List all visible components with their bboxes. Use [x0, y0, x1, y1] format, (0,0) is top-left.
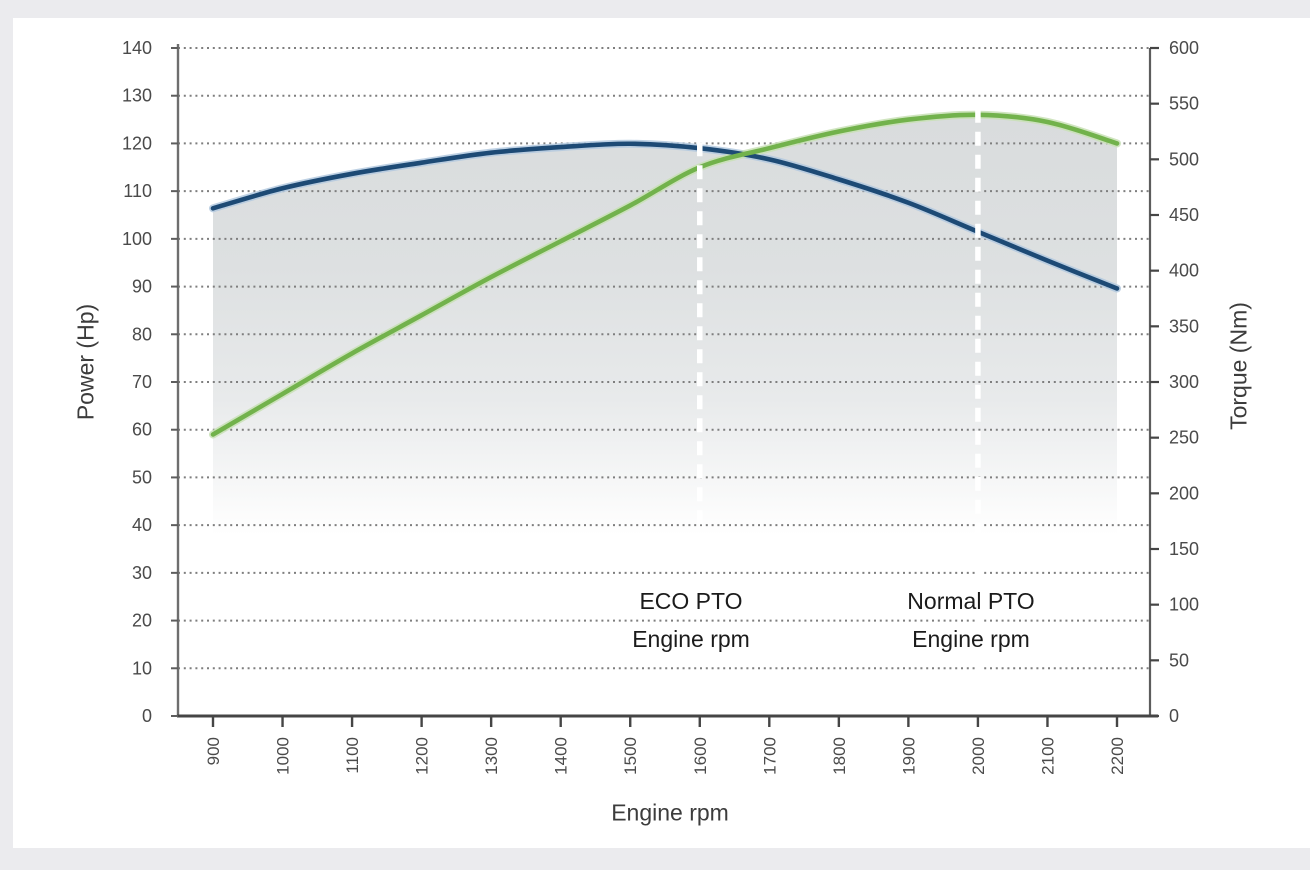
left-axis-tick-label: 10	[132, 658, 152, 678]
left-axis-tick-label: 40	[132, 515, 152, 535]
left-axis-tick-label: 0	[142, 706, 152, 726]
left-axis-tick-label: 50	[132, 467, 152, 487]
left-axis-tick-label: 100	[122, 229, 152, 249]
left-axis-tick-label: 130	[122, 86, 152, 106]
right-axis-tick-label: 250	[1169, 428, 1199, 448]
right-axis-tick-label: 500	[1169, 149, 1199, 169]
right-axis-tick-label: 400	[1169, 261, 1199, 281]
x-axis-tick-label: 1300	[482, 737, 501, 775]
normal-pto-annotation-line2: Engine rpm	[912, 626, 1030, 652]
left-axis-tick-label: 90	[132, 277, 152, 297]
x-axis-tick-label: 1600	[691, 737, 710, 775]
left-axis-tick-label: 70	[132, 372, 152, 392]
right-axis-tick-label: 100	[1169, 595, 1199, 615]
left-axis-tick-label: 80	[132, 324, 152, 344]
right-axis-title: Torque (Nm)	[1225, 302, 1252, 430]
x-axis-tick-label: 2100	[1038, 737, 1057, 775]
x-axis-tick-label: 1900	[899, 737, 918, 775]
x-axis-tick-label: 1500	[621, 737, 640, 775]
x-axis-tick-label: 1700	[760, 737, 779, 775]
normal-pto-annotation: Normal PTO Engine rpm	[907, 582, 1034, 658]
x-axis-tick-label: 2200	[1108, 737, 1127, 775]
eco-pto-annotation: ECO PTO Engine rpm	[632, 582, 750, 658]
right-axis-tick-label: 150	[1169, 539, 1199, 559]
right-axis-tick-label: 550	[1169, 94, 1199, 114]
x-axis-tick-label: 1200	[413, 737, 432, 775]
x-axis-tick-label: 1800	[830, 737, 849, 775]
eco-pto-annotation-line1: ECO PTO	[639, 588, 743, 614]
normal-pto-annotation-line1: Normal PTO	[907, 588, 1035, 614]
right-axis-tick-label: 50	[1169, 650, 1189, 670]
x-axis-tick-label: 1000	[274, 737, 293, 775]
left-axis-tick-label: 140	[122, 38, 152, 58]
right-axis-tick-label: 600	[1169, 38, 1199, 58]
series-line-power	[210, 112, 1120, 437]
right-axis-tick-label: 350	[1169, 316, 1199, 336]
left-axis-tick-label: 120	[122, 133, 152, 153]
series-line-torque	[210, 141, 1120, 291]
x-axis-tick-label: 900	[204, 737, 223, 765]
x-axis-tick-label: 1100	[343, 737, 362, 774]
right-axis-tick-label: 200	[1169, 483, 1199, 503]
x-axis-title: Engine rpm	[611, 799, 729, 826]
left-axis-tick-label: 60	[132, 420, 152, 440]
left-axis-tick-label: 20	[132, 611, 152, 631]
right-axis-tick-label: 0	[1169, 706, 1179, 726]
left-axis-tick-label: 30	[132, 563, 152, 583]
x-axis-tick-label: 1400	[552, 737, 571, 775]
eco-pto-annotation-line2: Engine rpm	[632, 626, 750, 652]
left-axis-tick-label: 110	[123, 181, 152, 201]
right-axis-tick-label: 300	[1169, 372, 1199, 392]
x-axis-tick-label: 2000	[969, 737, 988, 775]
right-axis-tick-label: 450	[1169, 205, 1199, 225]
area-fill-1	[213, 114, 1117, 717]
left-axis-title: Power (Hp)	[72, 303, 99, 421]
